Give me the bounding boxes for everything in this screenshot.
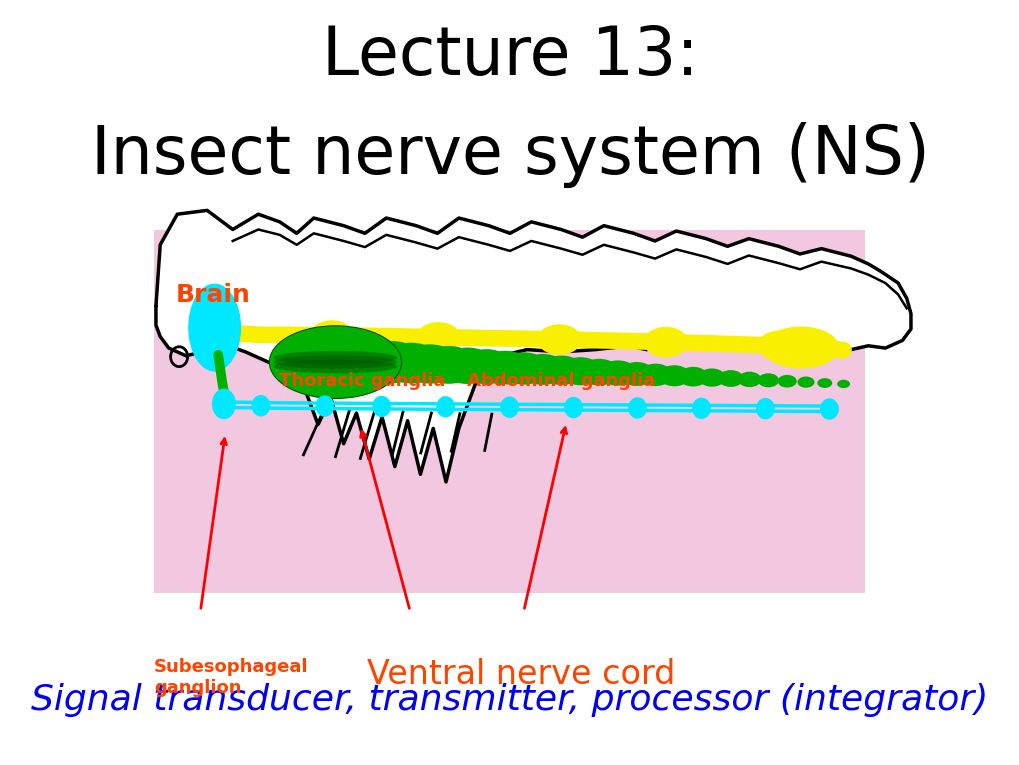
Ellipse shape — [618, 362, 654, 386]
Ellipse shape — [816, 378, 832, 388]
Ellipse shape — [564, 397, 582, 418]
Ellipse shape — [691, 398, 710, 419]
Text: Lecture 13:: Lecture 13: — [321, 23, 698, 89]
Ellipse shape — [420, 346, 477, 384]
Text: Brain: Brain — [175, 283, 251, 308]
Ellipse shape — [360, 341, 424, 383]
Bar — [154, 230, 864, 593]
Ellipse shape — [643, 327, 688, 357]
Ellipse shape — [678, 367, 707, 386]
Ellipse shape — [460, 349, 513, 384]
Text: Ventral nerve cord: Ventral nerve cord — [367, 658, 676, 692]
Ellipse shape — [776, 375, 796, 388]
Ellipse shape — [499, 396, 519, 418]
Ellipse shape — [737, 372, 760, 387]
Ellipse shape — [755, 398, 774, 419]
Polygon shape — [156, 210, 910, 482]
Ellipse shape — [657, 365, 690, 386]
Ellipse shape — [638, 363, 672, 386]
Ellipse shape — [273, 351, 397, 365]
Ellipse shape — [797, 376, 814, 388]
Ellipse shape — [519, 354, 566, 385]
Ellipse shape — [598, 360, 637, 386]
Ellipse shape — [537, 324, 581, 355]
Ellipse shape — [558, 357, 601, 386]
Ellipse shape — [479, 351, 530, 385]
Ellipse shape — [837, 379, 849, 388]
Ellipse shape — [717, 370, 743, 387]
Ellipse shape — [416, 322, 461, 353]
Ellipse shape — [697, 369, 726, 386]
Ellipse shape — [269, 326, 401, 399]
Ellipse shape — [628, 397, 646, 418]
Ellipse shape — [499, 353, 548, 385]
Ellipse shape — [757, 330, 801, 361]
Ellipse shape — [579, 359, 619, 386]
Ellipse shape — [762, 327, 839, 369]
Ellipse shape — [273, 360, 397, 373]
Ellipse shape — [399, 344, 460, 383]
Ellipse shape — [372, 396, 390, 417]
Text: Signal transducer, transmitter, processor (integrator): Signal transducer, transmitter, processo… — [32, 683, 987, 717]
Ellipse shape — [273, 355, 397, 369]
Ellipse shape — [757, 373, 779, 387]
Ellipse shape — [819, 399, 838, 420]
Text: Thoracic ganglia: Thoracic ganglia — [278, 372, 444, 389]
Ellipse shape — [310, 321, 354, 351]
Ellipse shape — [439, 347, 495, 384]
Ellipse shape — [380, 343, 441, 383]
Text: Insect nerve system (NS): Insect nerve system (NS) — [91, 122, 928, 188]
Text: Subesophageal
ganglion: Subesophageal ganglion — [154, 658, 309, 697]
Ellipse shape — [315, 396, 334, 417]
Ellipse shape — [189, 284, 240, 372]
Ellipse shape — [212, 389, 235, 419]
Text: Abdominal ganglia: Abdominal ganglia — [467, 372, 654, 389]
Ellipse shape — [436, 396, 454, 418]
Ellipse shape — [539, 356, 583, 385]
Ellipse shape — [252, 395, 270, 416]
